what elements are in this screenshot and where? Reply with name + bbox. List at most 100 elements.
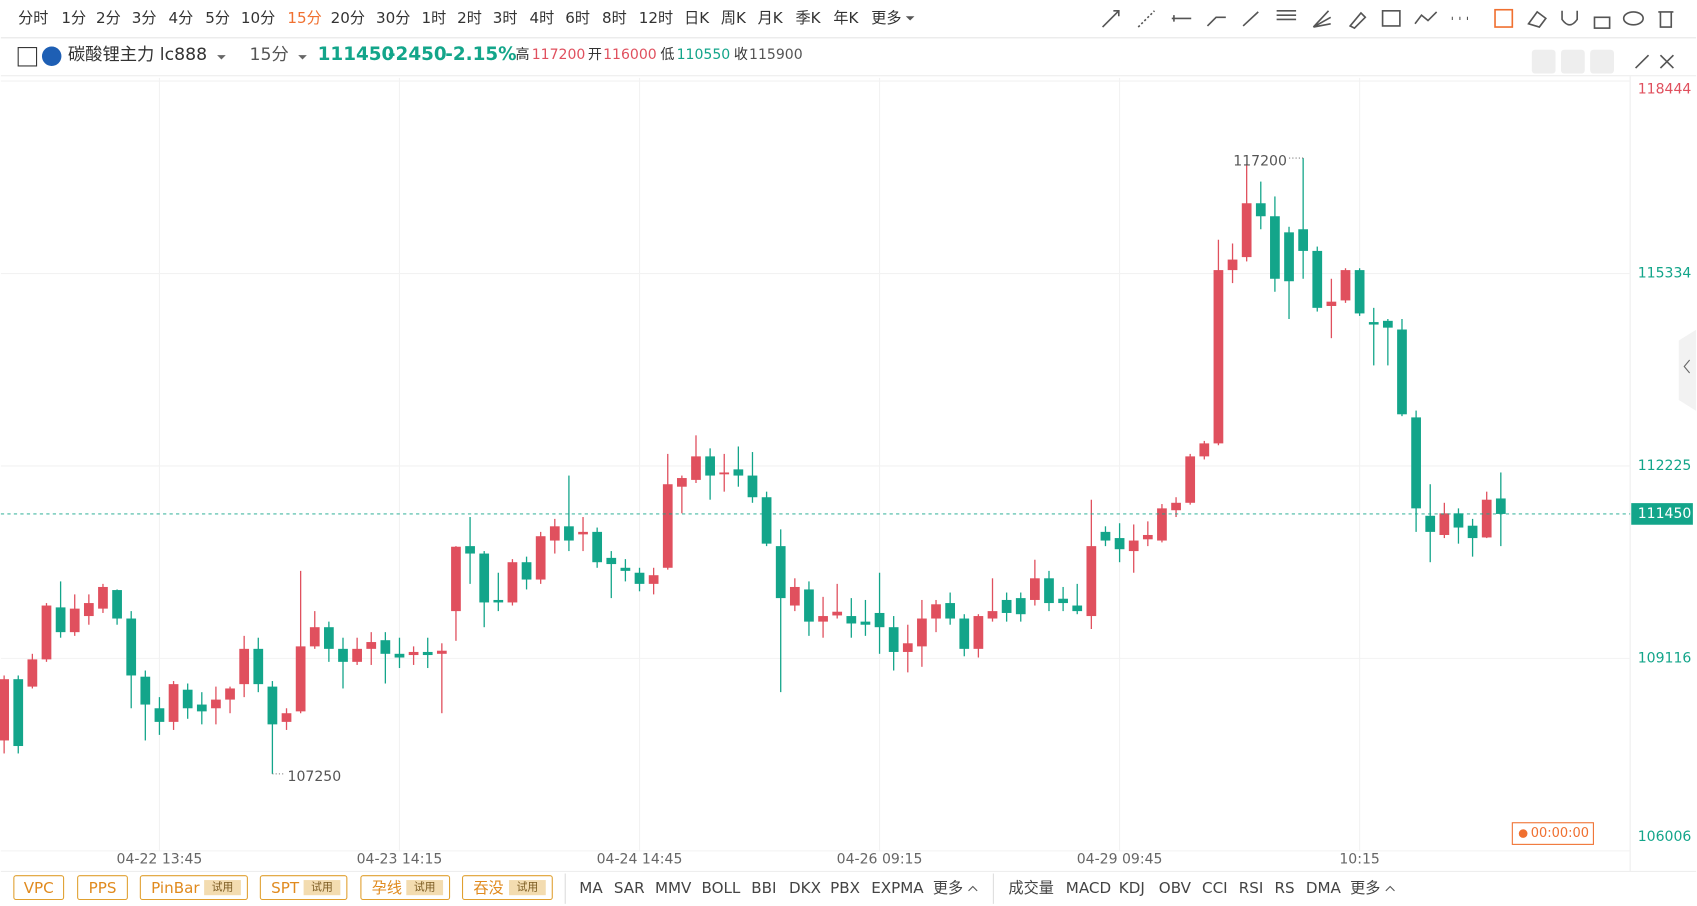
symbol: 碳酸锂主力 lc888: [68, 45, 207, 65]
period-button[interactable]: 更多: [871, 9, 901, 27]
tool-fib[interactable]: [1276, 10, 1297, 21]
candle-body: [27, 659, 38, 687]
period-button[interactable]: 2分: [96, 9, 121, 27]
candle-body: [338, 648, 348, 662]
indicator[interactable]: BOLL: [701, 879, 740, 897]
x-tick-label: 04-29 09:45: [1077, 852, 1163, 868]
period-button[interactable]: 季K: [796, 9, 822, 27]
tool-eye[interactable]: [1622, 11, 1644, 26]
tool-eraser[interactable]: [1527, 10, 1547, 28]
y-tick-label: 112225: [1638, 458, 1692, 474]
tool-image[interactable]: [1381, 10, 1401, 27]
dropdown[interactable]: [217, 55, 226, 60]
tool-lock[interactable]: [1593, 16, 1611, 29]
candle-body: [352, 648, 362, 662]
indicator[interactable]: KDJ: [1119, 879, 1145, 897]
indicator[interactable]: 更多: [1350, 879, 1380, 897]
period-button[interactable]: 年K: [833, 9, 859, 27]
indicator[interactable]: 更多: [933, 879, 963, 897]
period-button[interactable]: 15分: [287, 9, 321, 27]
period-button[interactable]: 周K: [721, 9, 747, 27]
period-button[interactable]: 12时: [639, 9, 673, 27]
candle-body: [408, 651, 419, 656]
indicator[interactable]: DKX: [789, 879, 821, 897]
period-button[interactable]: 4时: [530, 9, 555, 27]
badge-label: 试用: [311, 881, 333, 894]
tool-wave[interactable]: [1414, 11, 1438, 25]
indicator[interactable]: MMV: [655, 879, 692, 897]
tool-magnet[interactable]: [1561, 10, 1579, 26]
indicator[interactable]: DMA: [1306, 879, 1342, 897]
indicator[interactable]: EXPMA: [871, 879, 924, 897]
pattern-button[interactable]: [77, 875, 128, 901]
tool-edit[interactable]: [1494, 8, 1514, 28]
indicator[interactable]: BBI: [751, 879, 776, 897]
candle-body: [549, 526, 560, 541]
pattern-button[interactable]: [13, 875, 65, 901]
period-button[interactable]: 20分: [331, 9, 365, 27]
period-button[interactable]: 30分: [376, 9, 410, 27]
period-button[interactable]: 6时: [565, 9, 590, 27]
period-button[interactable]: 10分: [241, 9, 275, 27]
indicator[interactable]: MA: [579, 879, 603, 897]
more-caret: [1385, 885, 1395, 892]
badge: [204, 880, 241, 896]
period-button[interactable]: 4分: [168, 9, 193, 27]
candle-body: [1382, 320, 1393, 328]
candle-body: [987, 611, 998, 619]
tool-pen[interactable]: [1348, 11, 1367, 30]
period-button[interactable]: 1分: [61, 9, 86, 27]
pattern-label: 吞没: [473, 879, 503, 897]
indicator[interactable]: RS: [1274, 879, 1294, 897]
period-button[interactable]: 月K: [758, 9, 784, 27]
period-button[interactable]: 1时: [421, 9, 446, 27]
indicator[interactable]: SAR: [614, 879, 645, 897]
tool-line[interactable]: [1242, 11, 1259, 27]
period: 15分: [250, 45, 289, 65]
tool-fan[interactable]: [1312, 10, 1332, 28]
candle-body: [309, 627, 320, 647]
candle-body: [1270, 216, 1280, 279]
candle-body: [1425, 515, 1436, 532]
period-button[interactable]: 2时: [457, 9, 482, 27]
candle-body: [945, 603, 956, 619]
candle-body: [973, 616, 984, 649]
candle-body: [775, 546, 786, 599]
tool-hline[interactable]: [1171, 15, 1192, 22]
candle-body: [1298, 229, 1309, 251]
period-button[interactable]: 5分: [205, 9, 230, 27]
indicator[interactable]: RSI: [1239, 879, 1264, 897]
indicator[interactable]: PBX: [830, 879, 860, 897]
badge: [406, 880, 444, 896]
tool-trash[interactable]: [1658, 11, 1674, 28]
indicator[interactable]: OBV: [1159, 879, 1192, 897]
period-button[interactable]: 3时: [493, 9, 518, 27]
candle-body: [931, 604, 941, 619]
dropdown[interactable]: [298, 55, 307, 60]
indicator[interactable]: MACD: [1066, 879, 1111, 897]
candle-body: [1072, 605, 1083, 612]
open-label: 开: [588, 47, 602, 63]
candle-body: [126, 618, 137, 676]
tool-ray[interactable]: [1101, 10, 1120, 28]
candle-body: [1185, 456, 1196, 503]
tool-segment[interactable]: [1206, 16, 1226, 27]
candle-body: [281, 713, 292, 722]
icon-box: [17, 47, 38, 67]
period-button[interactable]: 3分: [132, 9, 157, 27]
btn-3[interactable]: [1590, 49, 1614, 74]
candle-body: [0, 679, 9, 741]
timer: 00:00:00: [1531, 826, 1589, 841]
btn-1[interactable]: [1531, 49, 1556, 74]
more-caret: [968, 885, 978, 892]
tool-dashed[interactable]: [1137, 10, 1156, 28]
indicator[interactable]: CCI: [1202, 879, 1228, 897]
indicator[interactable]: 成交量: [1009, 879, 1054, 897]
period-button[interactable]: 分时: [18, 9, 48, 27]
candle-body: [1397, 329, 1407, 415]
btn-2[interactable]: [1560, 49, 1585, 74]
candle-body: [564, 526, 574, 541]
window-controls[interactable]: [1635, 54, 1674, 69]
period-button[interactable]: 日K: [684, 9, 710, 27]
period-button[interactable]: 8时: [602, 9, 627, 27]
